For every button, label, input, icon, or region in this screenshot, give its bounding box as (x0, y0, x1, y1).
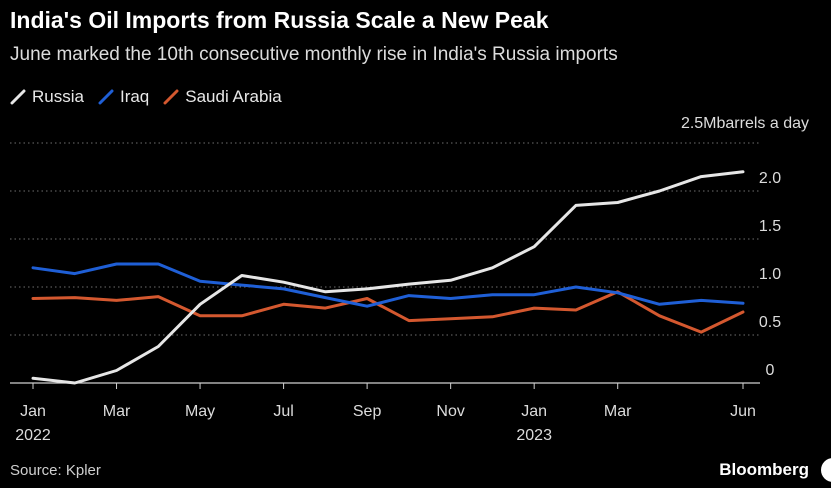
x-tick-label: Jan (20, 403, 46, 420)
y-tick-label: 1.5 (759, 218, 781, 235)
legend-swatch-iraq (98, 89, 114, 105)
x-tick-label: May (185, 403, 215, 420)
x-tick-label: Jun (730, 403, 756, 420)
legend-item-russia: Russia (10, 87, 84, 107)
legend-label-saudi-arabia: Saudi Arabia (185, 87, 282, 106)
source-note: Source: Kpler (10, 462, 101, 479)
legend: Russia Iraq Saudi Arabia (10, 86, 296, 108)
y-tick-label: 0 (766, 362, 775, 379)
y-tick-label: 2.0 (759, 170, 781, 187)
x-tick-label: Mar (604, 403, 632, 420)
legend-swatch-russia (10, 89, 26, 105)
x-tick-label: Jul (273, 403, 293, 420)
x-tick-year-label: 2023 (516, 427, 552, 444)
y-tick-label: 1.0 (759, 266, 781, 283)
legend-swatch-saudi-arabia (163, 89, 179, 105)
chart-subtitle: June marked the 10th consecutive monthly… (10, 44, 618, 65)
x-tick-label: Sep (353, 403, 382, 420)
x-tick-label: Jan (521, 403, 547, 420)
corner-circle-icon (821, 458, 831, 482)
y-tick-label: 0.5 (759, 314, 781, 331)
bloomberg-logo: Bloomberg (719, 460, 809, 479)
x-tick-label: Mar (103, 403, 131, 420)
legend-label-russia: Russia (32, 87, 84, 106)
x-tick-year-label: 2022 (15, 427, 51, 444)
series-line-russia (31, 170, 745, 385)
series-line-iraq (31, 262, 745, 308)
y-axis-unit-label: 2.5Mbarrels a day (680, 115, 809, 132)
legend-item-iraq: Iraq (98, 87, 149, 107)
legend-label-iraq: Iraq (119, 87, 150, 106)
legend-item-saudi-arabia: Saudi Arabia (163, 87, 282, 107)
chart-title: India's Oil Imports from Russia Scale a … (10, 7, 549, 33)
x-tick-label: Nov (436, 403, 464, 420)
